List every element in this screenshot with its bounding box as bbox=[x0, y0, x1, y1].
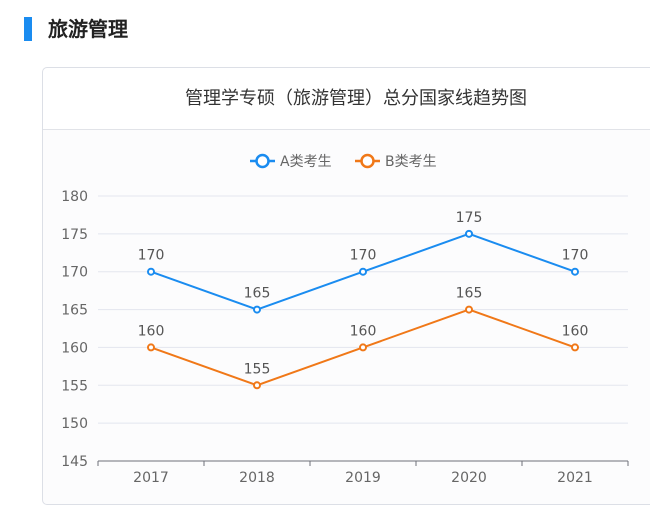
data-label: 160 bbox=[562, 323, 589, 339]
y-tick-label: 150 bbox=[61, 416, 88, 432]
data-point bbox=[253, 381, 261, 390]
data-point bbox=[253, 305, 261, 314]
y-tick-label: 170 bbox=[61, 265, 88, 281]
legend-label-b: B类考生 bbox=[385, 154, 437, 170]
data-label: 170 bbox=[562, 248, 589, 264]
data-point bbox=[465, 305, 473, 314]
y-tick-label: 165 bbox=[61, 303, 88, 319]
y-tick-label: 145 bbox=[61, 454, 88, 470]
x-tick-label: 2020 bbox=[451, 470, 487, 486]
data-point bbox=[147, 343, 155, 352]
y-tick-label: 180 bbox=[61, 189, 88, 205]
legend-marker bbox=[360, 153, 375, 169]
x-tick-label: 2018 bbox=[239, 470, 275, 486]
data-label: 155 bbox=[244, 361, 271, 377]
chart-card: 管理学专硕（旅游管理）总分国家线趋势图 bbox=[42, 67, 650, 505]
data-point bbox=[465, 229, 473, 238]
data-point bbox=[571, 267, 579, 276]
x-tick-label: 2017 bbox=[133, 470, 169, 486]
chart-title: 管理学专硕（旅游管理）总分国家线趋势图 bbox=[43, 68, 650, 130]
data-label: 170 bbox=[138, 248, 165, 264]
data-point bbox=[571, 343, 579, 352]
section-accent-bar bbox=[24, 17, 32, 41]
x-tick-label: 2021 bbox=[557, 470, 593, 486]
x-tick-label: 2019 bbox=[345, 470, 381, 486]
y-tick-label: 160 bbox=[61, 340, 88, 356]
data-point bbox=[147, 267, 155, 276]
section-title: 旅游管理 bbox=[48, 17, 128, 41]
data-label: 160 bbox=[138, 323, 165, 339]
legend-marker bbox=[255, 153, 270, 169]
data-label: 165 bbox=[456, 286, 483, 302]
data-label: 165 bbox=[244, 286, 271, 302]
data-label: 175 bbox=[456, 210, 483, 226]
data-label: 170 bbox=[350, 248, 377, 264]
data-point bbox=[359, 343, 367, 352]
y-tick-label: 175 bbox=[61, 227, 88, 243]
legend-label-a: A类考生 bbox=[280, 154, 332, 170]
data-point bbox=[359, 267, 367, 276]
data-label: 160 bbox=[350, 323, 377, 339]
y-tick-label: 155 bbox=[61, 378, 88, 394]
